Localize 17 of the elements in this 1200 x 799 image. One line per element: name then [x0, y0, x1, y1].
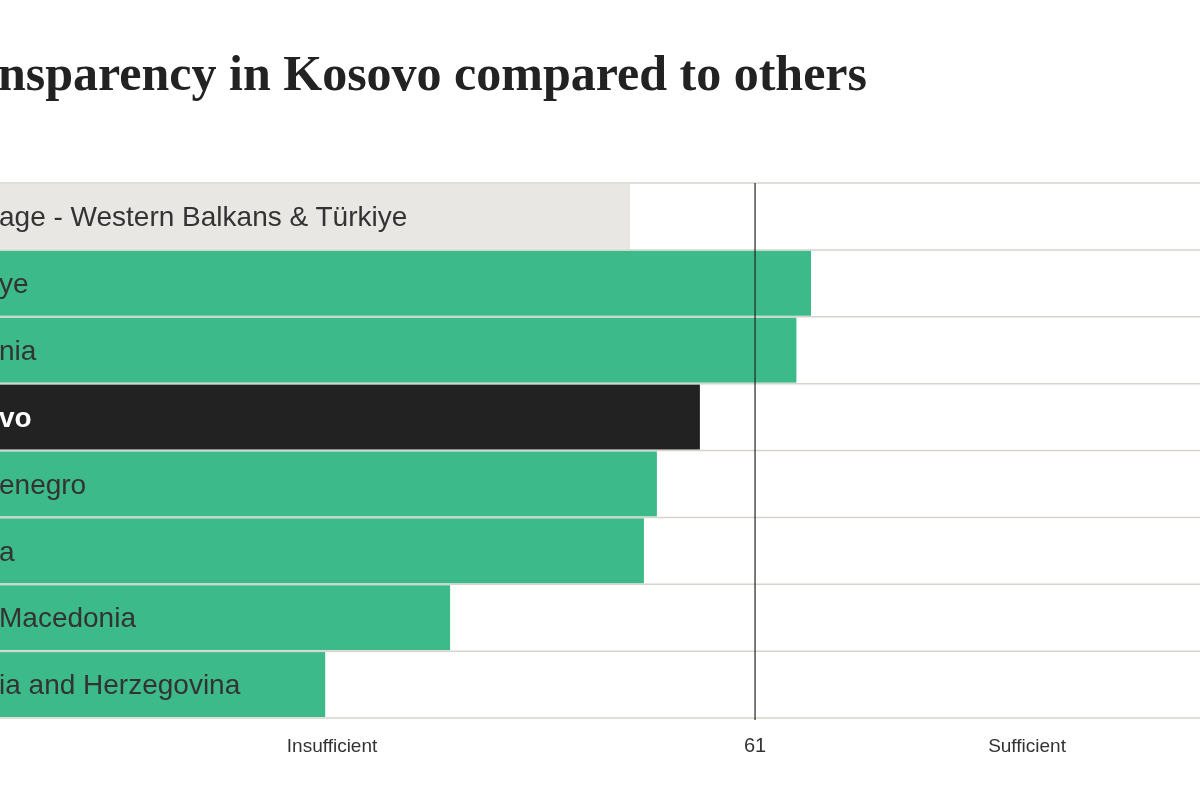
- bar: [0, 451, 657, 517]
- bar: [0, 250, 811, 316]
- bar: [0, 384, 700, 450]
- text: Sufficient: [988, 735, 1067, 756]
- y-tick-label: ia and Herzegovina: [0, 669, 241, 701]
- bar: [0, 652, 326, 717]
- y-tick-label: nia: [0, 334, 37, 366]
- y-tick-label: enegro: [0, 468, 87, 500]
- bar: [0, 184, 631, 249]
- bar: [0, 317, 797, 383]
- y-tick-label: age - Western Balkans & Türkiye: [0, 201, 408, 233]
- text: Insufficient: [286, 735, 378, 756]
- bar: [0, 518, 644, 584]
- text: 61: [743, 734, 767, 756]
- y-tick-label: a: [0, 535, 15, 567]
- y-tick-label: Macedonia: [0, 602, 137, 634]
- bar: [0, 585, 451, 651]
